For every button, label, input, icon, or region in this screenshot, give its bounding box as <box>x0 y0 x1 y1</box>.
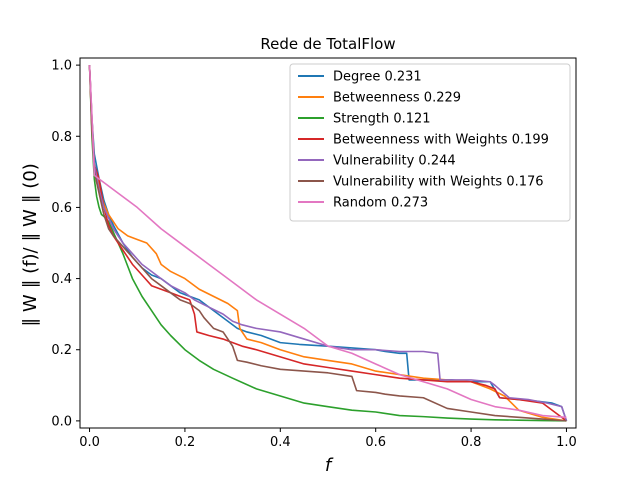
y-axis-label: ∥ W ∥ (f)/ ∥ W ∥ (0) <box>20 163 41 327</box>
series-line-3 <box>88 65 567 422</box>
series-line-6 <box>88 65 567 422</box>
chart-title: Rede de TotalFlow <box>260 35 395 53</box>
ticks-layer: 0.0 0.2 0.4 0.6 0.8 1.0 0.0 0.2 0.4 0.6 0.8 1.0 <box>51 59 576 450</box>
x-tick-label: 1.0 <box>556 435 577 450</box>
series-line-5 <box>88 65 568 422</box>
y-tick-label: 0.4 <box>51 272 72 287</box>
legend-label-7: Random 0.273 <box>333 196 428 211</box>
series-layer <box>88 65 568 422</box>
y-tick-label: 1.0 <box>51 59 72 74</box>
series-line-7 <box>88 65 567 419</box>
legend-label-3: Strength 0.121 <box>333 112 431 127</box>
y-tick-label: 0.2 <box>51 343 72 358</box>
x-axis-label: f <box>325 455 334 476</box>
legend-label-5: Vulnerability 0.244 <box>333 154 456 169</box>
axes-frame <box>79 57 577 429</box>
legend-label-4: Betweenness with Weights 0.199 <box>333 133 549 148</box>
y-tick-label: 0.0 <box>51 414 72 429</box>
legend-label-6: Vulnerability with Weights 0.176 <box>333 175 544 190</box>
x-tick-label: 0.0 <box>79 435 100 450</box>
y-tick-label: 0.8 <box>51 130 72 145</box>
x-tick-label: 0.8 <box>461 435 482 450</box>
y-tick-label: 0.6 <box>51 201 72 216</box>
legend-label-1: Degree 0.231 <box>333 70 422 85</box>
plot-frame <box>79 57 577 429</box>
legend-label-2: Betweenness 0.229 <box>333 91 461 106</box>
x-tick-label: 0.2 <box>175 435 196 450</box>
x-tick-label: 0.4 <box>270 435 291 450</box>
x-tick-label: 0.6 <box>365 435 386 450</box>
legend-box <box>289 63 571 222</box>
legend: Degree 0.231 Betweenness 0.229 Strength 0.… <box>289 63 571 222</box>
